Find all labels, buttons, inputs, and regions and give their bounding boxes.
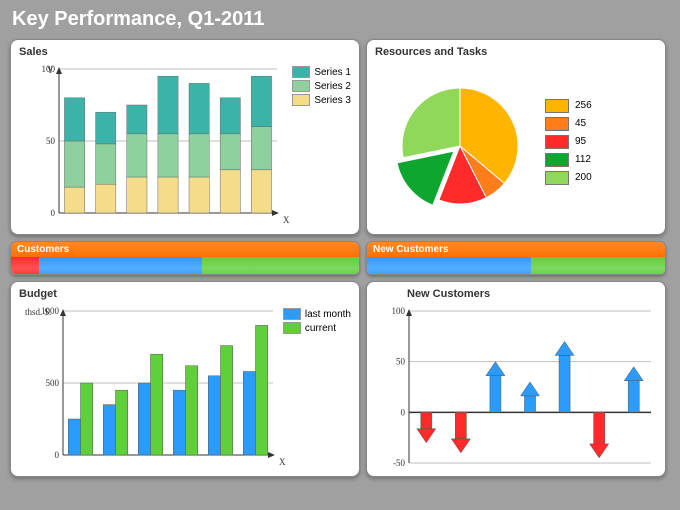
- bar-segment: [202, 257, 359, 275]
- legend-swatch: [283, 322, 301, 334]
- svg-text:500: 500: [46, 378, 60, 388]
- new-customers-chart: -50 0 50 100: [375, 303, 659, 473]
- new-customers-panel: New Customers -50 0 50 100: [366, 281, 666, 477]
- svg-text:0: 0: [55, 450, 60, 460]
- budget-title: Budget: [19, 288, 351, 300]
- svg-text:thsd. $.: thsd. $.: [25, 307, 51, 317]
- svg-text:50: 50: [396, 357, 406, 367]
- legend-item: Series 3: [292, 94, 351, 106]
- legend-label: current: [305, 323, 336, 334]
- bar-segment: [367, 257, 531, 275]
- legend-label: 112: [575, 154, 591, 165]
- legend-label: 45: [575, 118, 586, 129]
- legend-item: 45: [545, 117, 657, 131]
- bar-segment: [39, 257, 203, 275]
- legend-label: 200: [575, 172, 592, 183]
- svg-text:X: X: [283, 215, 290, 225]
- legend-item: 95: [545, 135, 657, 149]
- legend-swatch: [283, 308, 301, 320]
- sales-title: Sales: [19, 46, 351, 58]
- dashboard: Key Performance, Q1-2011 Sales 050100YX …: [0, 0, 680, 510]
- legend-item: 256: [545, 99, 657, 113]
- budget-legend: last month current: [283, 308, 351, 334]
- sales-panel: Sales 050100YX Series 1Series 2Series 3: [10, 39, 360, 235]
- legend-swatch: [545, 99, 569, 113]
- resources-title: Resources and Tasks: [375, 46, 657, 58]
- legend-label: Series 2: [314, 81, 351, 92]
- legend-swatch: [545, 153, 569, 167]
- budget-panel: Budget 05001000thsd. $.X last monthcurre…: [10, 281, 360, 477]
- legend-item: last month: [283, 308, 351, 320]
- svg-text:-50: -50: [393, 458, 405, 468]
- bar-segment: [11, 257, 39, 275]
- customers-bar-panel: Customers: [10, 241, 360, 275]
- legend-label: 256: [575, 100, 592, 111]
- legend-item: Series 1: [292, 66, 351, 78]
- legend-item: 200: [545, 171, 657, 185]
- new-customers-bar-panel: New Customers: [366, 241, 666, 275]
- watermark: www.heritagechristiancollege.com: [21, 461, 142, 470]
- svg-text:100: 100: [392, 306, 406, 316]
- legend-label: last month: [305, 309, 351, 320]
- new-customers-title: New Customers: [407, 288, 657, 300]
- legend-swatch: [292, 94, 310, 106]
- new-customers-bar: [367, 257, 665, 275]
- legend-item: 112: [545, 153, 657, 167]
- legend-swatch: [545, 171, 569, 185]
- svg-text:50: 50: [46, 136, 56, 146]
- resources-panel: Resources and Tasks 256 45 95 112 200: [366, 39, 666, 235]
- svg-text:X: X: [279, 457, 286, 467]
- row-2: Budget 05001000thsd. $.X last monthcurre…: [4, 281, 676, 483]
- svg-text:Y: Y: [47, 65, 54, 75]
- sales-legend: Series 1 Series 2 Series 3: [292, 66, 351, 106]
- new-customers-bar-title: New Customers: [367, 242, 665, 257]
- bar-segment: [531, 257, 665, 275]
- legend-label: 95: [575, 136, 586, 147]
- legend-swatch: [292, 66, 310, 78]
- resources-legend: 256 45 95 112 200: [545, 99, 657, 189]
- legend-label: Series 1: [314, 67, 351, 78]
- page-title: Key Performance, Q1-2011: [4, 4, 676, 39]
- customers-bar: [11, 257, 359, 275]
- svg-text:0: 0: [401, 407, 406, 417]
- svg-text:0: 0: [51, 208, 56, 218]
- legend-label: Series 3: [314, 95, 351, 106]
- resources-pie: [375, 64, 545, 224]
- legend-swatch: [545, 135, 569, 149]
- legend-swatch: [292, 80, 310, 92]
- customers-bar-title: Customers: [11, 242, 359, 257]
- legend-item: current: [283, 322, 351, 334]
- row-bars: Customers New Customers: [4, 241, 676, 281]
- legend-swatch: [545, 117, 569, 131]
- row-1: Sales 050100YX Series 1Series 2Series 3 …: [4, 39, 676, 241]
- legend-item: Series 2: [292, 80, 351, 92]
